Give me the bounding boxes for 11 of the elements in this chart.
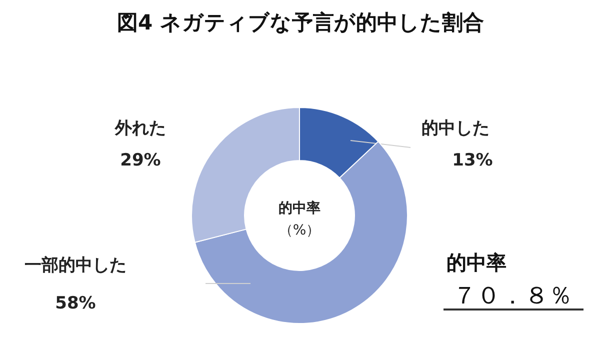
data-label: 13%: [452, 150, 493, 170]
slice-label: 的中した: [422, 118, 490, 138]
chart-title: 図4 ネガティブな予言が的中した割合: [117, 10, 484, 34]
data-label: 58%: [55, 294, 96, 314]
text: ７０．８％: [452, 282, 572, 310]
text: 的中率: [446, 250, 506, 274]
text: 的中率: [278, 200, 320, 216]
data-label: 29%: [120, 150, 161, 170]
slice-label: 外れた: [114, 118, 166, 138]
text: （%）: [278, 222, 320, 238]
slice-label: 一部的中した: [24, 256, 126, 276]
